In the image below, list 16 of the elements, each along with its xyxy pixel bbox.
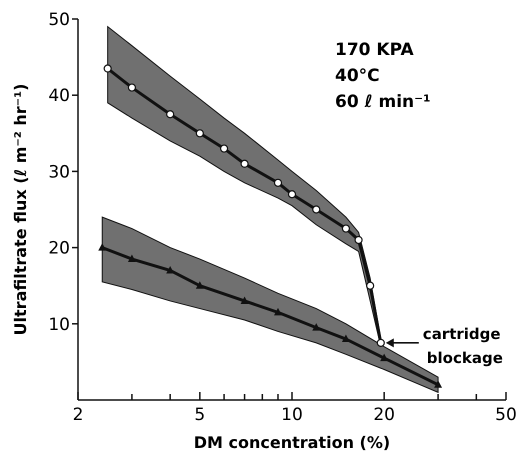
annotation: cartridge blockage	[422, 324, 503, 367]
x-tick-label: 20	[373, 405, 395, 425]
x-tick-label: 10	[281, 405, 303, 425]
annotation: 60 ℓ min⁻¹	[335, 92, 431, 112]
x-tick-label: 2	[72, 405, 84, 425]
y-tick-label: 30	[48, 162, 70, 182]
y-tick-label: 10	[48, 314, 70, 335]
y-axis-title: Ultrafiltrate flux (ℓ m⁻² hr⁻¹)	[11, 84, 30, 336]
annotation: 40°C	[335, 66, 380, 86]
x-tick-label: 50	[495, 405, 517, 425]
x-tick-label: 5	[194, 405, 206, 425]
y-tick-label: 50	[48, 10, 70, 30]
y-tick-label: 20	[48, 238, 70, 259]
annotation: 170 KPA	[335, 40, 414, 60]
x-axis-title: DM concentration (%)	[194, 433, 390, 452]
y-tick-label: 40	[48, 86, 70, 106]
